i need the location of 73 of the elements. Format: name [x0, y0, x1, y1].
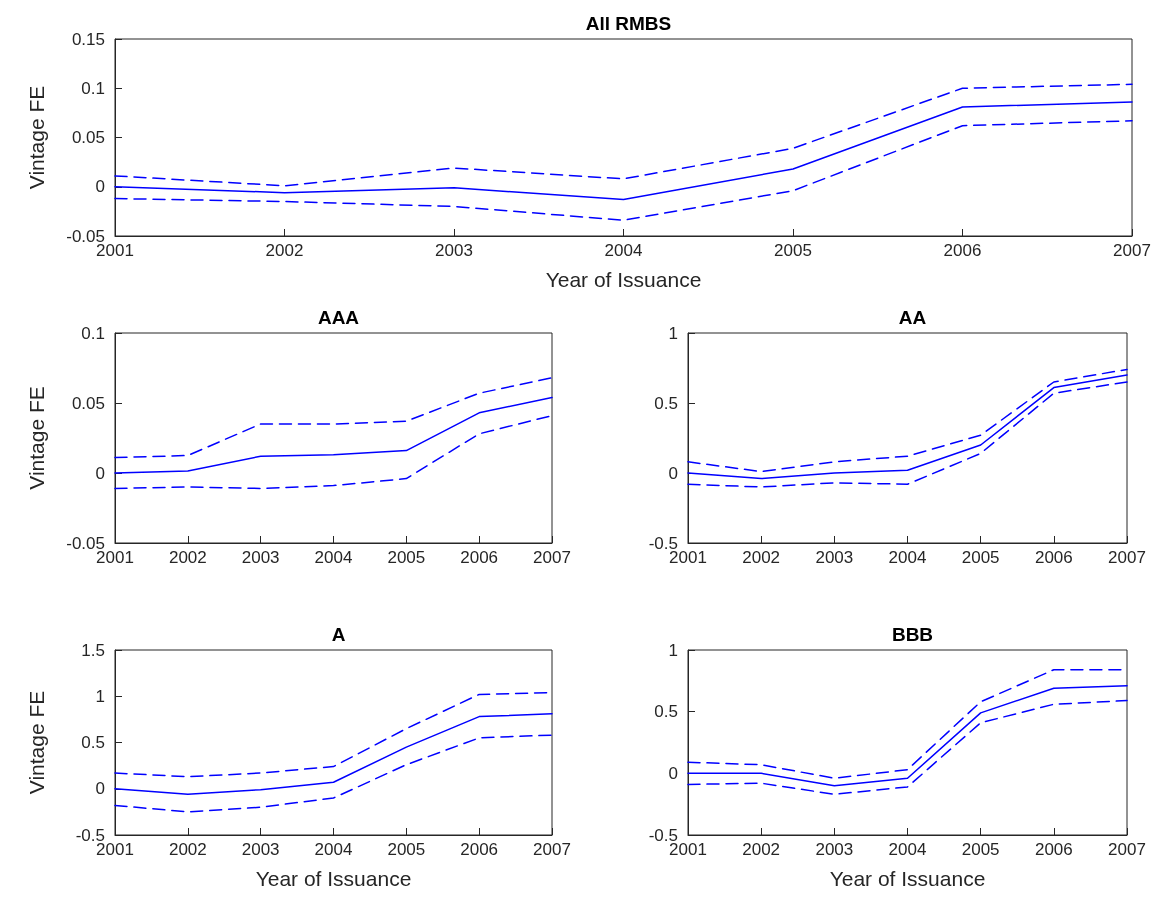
- x-tick-label: 2004: [888, 840, 927, 859]
- y-tick-label: 0: [668, 463, 678, 483]
- x-tick-label: 2007: [1108, 840, 1146, 859]
- y-tick-label: 0.5: [654, 702, 678, 722]
- y-axis-title: Vintage FE: [25, 690, 48, 795]
- x-tick-label: 2002: [168, 548, 207, 567]
- y-tick-label: 1: [668, 323, 678, 343]
- x-tick-label: 2003: [241, 548, 280, 567]
- line-series: [114, 377, 553, 459]
- line-series: [114, 414, 553, 490]
- x-axis-title: Year of Issuance: [255, 867, 412, 890]
- x-tick-label: 2003: [815, 548, 854, 567]
- chart-title: BBB: [891, 624, 934, 645]
- x-tick-label: 2006: [460, 548, 499, 567]
- y-tick-label: 1: [668, 640, 678, 660]
- line-series: [687, 699, 1128, 796]
- y-tick-label: 0: [95, 779, 105, 799]
- chart-title: A: [331, 624, 346, 645]
- x-tick-label: 2004: [314, 548, 353, 567]
- x-tick-label: 2006: [1034, 548, 1073, 567]
- x-tick-label: 2002: [168, 840, 207, 859]
- x-tick-label: 2001: [669, 840, 707, 859]
- y-tick-label: 0: [95, 463, 105, 483]
- y-tick-label: 0.1: [81, 78, 105, 98]
- x-tick-label: 2007: [533, 548, 571, 567]
- y-tick-label: 0: [668, 763, 678, 783]
- line-series: [114, 120, 1133, 221]
- x-tick-label: 2007: [1113, 241, 1151, 260]
- y-tick-label: 0.5: [81, 733, 105, 752]
- line-series: [114, 713, 553, 796]
- x-tick-label: 2003: [435, 241, 473, 260]
- x-tick-label: 2005: [387, 548, 426, 567]
- line-series: [114, 83, 1133, 187]
- x-tick-label: 2005: [961, 840, 1000, 859]
- y-tick-label: 0.05: [71, 393, 105, 413]
- x-tick-label: 2006: [460, 840, 499, 859]
- x-tick-label: 2004: [604, 241, 643, 260]
- x-tick-label: 2001: [669, 548, 707, 567]
- x-tick-label: 2001: [96, 840, 134, 859]
- line-series: [687, 685, 1128, 787]
- y-tick-label: 0.1: [81, 323, 105, 343]
- y-tick-label: 0.15: [71, 29, 105, 49]
- line-series: [114, 101, 1133, 201]
- x-axis-title: Year of Issuance: [829, 867, 986, 890]
- y-tick-label: 1: [95, 686, 105, 706]
- chart-title: All RMBS: [585, 13, 672, 34]
- x-tick-label: 2003: [241, 840, 280, 859]
- x-tick-label: 2005: [387, 840, 426, 859]
- x-tick-label: 2003: [815, 840, 854, 859]
- chart-title: AA: [898, 307, 927, 328]
- chart-title: AAA: [317, 307, 360, 328]
- x-tick-label: 2007: [1108, 548, 1146, 567]
- y-tick-label: 0.5: [654, 393, 678, 413]
- x-axis-title: Year of Issuance: [545, 268, 702, 291]
- line-series: [114, 396, 553, 474]
- x-tick-label: 2002: [265, 241, 304, 260]
- line-series: [114, 734, 553, 813]
- x-tick-label: 2001: [96, 241, 134, 260]
- y-axis-title: Vintage FE: [25, 85, 48, 190]
- x-tick-label: 2005: [961, 548, 1000, 567]
- y-tick-label: 1.5: [81, 640, 105, 660]
- y-tick-label: 0.05: [71, 128, 105, 147]
- x-tick-label: 2006: [943, 241, 982, 260]
- x-tick-label: 2004: [888, 548, 927, 567]
- y-tick-label: 0: [95, 177, 105, 197]
- y-axis-title: Vintage FE: [25, 386, 48, 490]
- x-tick-label: 2004: [314, 840, 353, 859]
- x-tick-label: 2005: [774, 241, 812, 260]
- x-tick-label: 2006: [1034, 840, 1073, 859]
- x-tick-label: 2001: [96, 548, 134, 567]
- x-tick-label: 2002: [742, 548, 781, 567]
- x-tick-label: 2007: [533, 840, 571, 859]
- x-tick-label: 2002: [742, 840, 781, 859]
